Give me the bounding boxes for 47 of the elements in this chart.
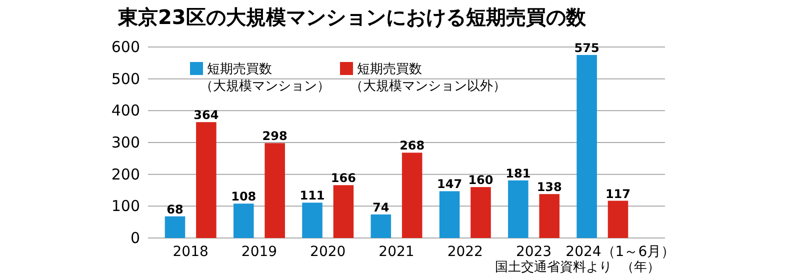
bar: [333, 185, 354, 238]
y-tick-label: 500: [111, 70, 140, 88]
legend-label: 短期売買数（大規模マンション以外）: [350, 62, 506, 94]
bar: [264, 143, 285, 238]
bar: [164, 216, 186, 238]
data-label: 364: [194, 108, 219, 122]
bar: [439, 191, 460, 238]
y-tick-label: 200: [111, 165, 140, 184]
bar: [233, 204, 254, 238]
y-tick-label: 0: [130, 229, 140, 247]
data-label: 298: [262, 129, 288, 144]
x-tick-label: 2024（1～6月）: [566, 244, 676, 260]
x-tick-label: 2022: [447, 244, 483, 260]
bar: [302, 202, 322, 238]
y-tick-label: 300: [111, 134, 140, 152]
data-label: 575: [574, 40, 600, 55]
x-tick-label: 2020: [310, 244, 346, 260]
x-tick-label: 2018: [172, 244, 208, 260]
data-label: 74: [372, 200, 390, 214]
x-axis-title: （年）: [621, 260, 660, 275]
data-label: 268: [400, 138, 425, 153]
data-label: 181: [506, 166, 531, 180]
y-tick-label: 400: [111, 102, 140, 120]
data-label: 138: [536, 180, 562, 194]
bar: [196, 122, 216, 238]
bar: [608, 200, 628, 238]
chart-title: 東京23区の大規模マンションにおける短期売買の数: [117, 5, 587, 29]
data-label: 117: [605, 186, 631, 201]
x-tick-label: 2023: [516, 244, 552, 260]
bar: [402, 152, 422, 238]
data-label: 108: [231, 190, 256, 204]
data-label: 160: [468, 173, 494, 188]
bar: [508, 180, 528, 238]
x-tick-label: 2019: [241, 244, 278, 260]
data-label: 166: [330, 171, 356, 186]
bar: [470, 187, 491, 238]
data-label: 147: [437, 177, 462, 192]
data-label: 68: [166, 202, 184, 216]
y-tick-label: 600: [111, 38, 140, 56]
bar: [370, 214, 392, 238]
data-label: 111: [300, 188, 325, 203]
bar: [539, 194, 560, 238]
x-tick-label: 2021: [378, 244, 414, 260]
y-tick-label: 100: [111, 197, 140, 216]
bar: [576, 54, 597, 238]
legend-label: 短期売買数（大規模マンション）: [200, 62, 330, 94]
text: 国土交通省資料より: [495, 259, 612, 275]
